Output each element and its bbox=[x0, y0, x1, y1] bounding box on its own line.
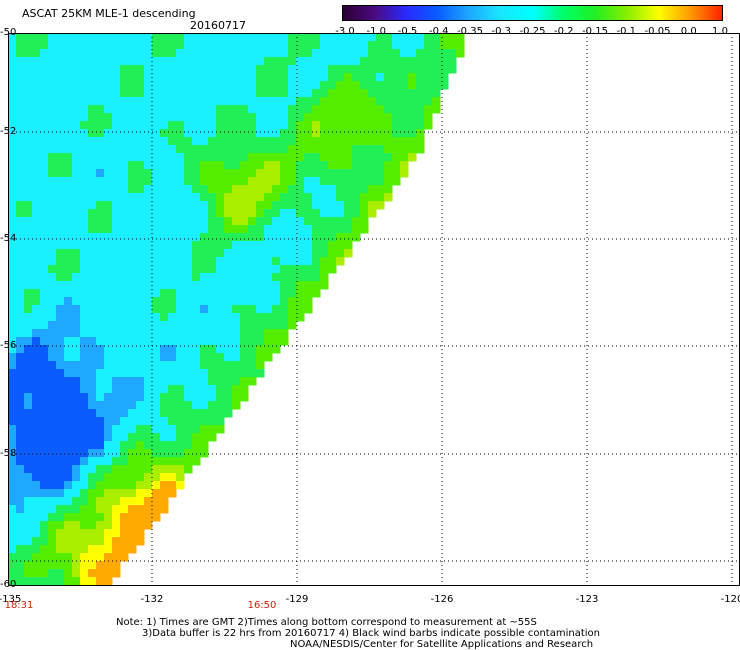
latitude-label: -50 bbox=[0, 27, 17, 38]
colorbar-fill bbox=[343, 6, 722, 20]
longitude-label: -126 bbox=[430, 594, 454, 605]
colorbar-tick-label: -3.0 bbox=[335, 26, 355, 37]
note-line-1: Note: 1) Times are GMT 2)Times along bot… bbox=[116, 617, 537, 628]
latitude-label: -58 bbox=[0, 448, 17, 459]
latitude-label: -60 bbox=[0, 579, 17, 590]
colorbar-tick-label: -0.25 bbox=[519, 26, 546, 37]
longitude-label: -129 bbox=[285, 594, 309, 605]
colorbar-tick-label: 1.0 bbox=[712, 26, 728, 37]
colorbar-tick-label: -0.2 bbox=[553, 26, 574, 37]
data-swath bbox=[8, 33, 465, 586]
graticule bbox=[8, 33, 740, 586]
colorbar-tick-label: -0.05 bbox=[644, 26, 671, 37]
latitude-label: -56 bbox=[0, 340, 17, 351]
colorbar-tick-label: -0.1 bbox=[616, 26, 637, 37]
colorbar-tick-label: -0.3 bbox=[491, 26, 512, 37]
longitude-label: -120 bbox=[720, 594, 740, 605]
longitude-label: -132 bbox=[140, 594, 164, 605]
map-title: ASCAT 25KM MLE-1 descending bbox=[22, 7, 196, 20]
colorbar-tick-label: -0.15 bbox=[582, 26, 608, 37]
map-date: 20160717 bbox=[190, 19, 246, 32]
longitude-label: -135 bbox=[0, 594, 22, 605]
colorbar-tick-label: -1.0 bbox=[366, 26, 387, 37]
colorbar-tick-label: -0.4 bbox=[428, 26, 449, 37]
colorbar-gradient bbox=[343, 6, 722, 20]
time-label: 16:50 bbox=[247, 600, 277, 611]
map-plot bbox=[8, 33, 740, 586]
note-line-2: 3)Data buffer is 22 hrs from 20160717 4)… bbox=[142, 628, 600, 639]
latitude-label: -52 bbox=[0, 126, 17, 137]
colorbar bbox=[342, 5, 723, 21]
time-label: 18:31 bbox=[4, 600, 34, 611]
colorbar-tick-label: -0.5 bbox=[397, 26, 418, 37]
longitude-label: -123 bbox=[575, 594, 599, 605]
latitude-label: -54 bbox=[0, 233, 17, 244]
note-line-3: NOAA/NESDIS/Center for Satellite Applica… bbox=[290, 639, 594, 650]
colorbar-tick-label: 0.0 bbox=[680, 26, 697, 37]
colorbar-tick-label: -0.35 bbox=[457, 26, 483, 37]
